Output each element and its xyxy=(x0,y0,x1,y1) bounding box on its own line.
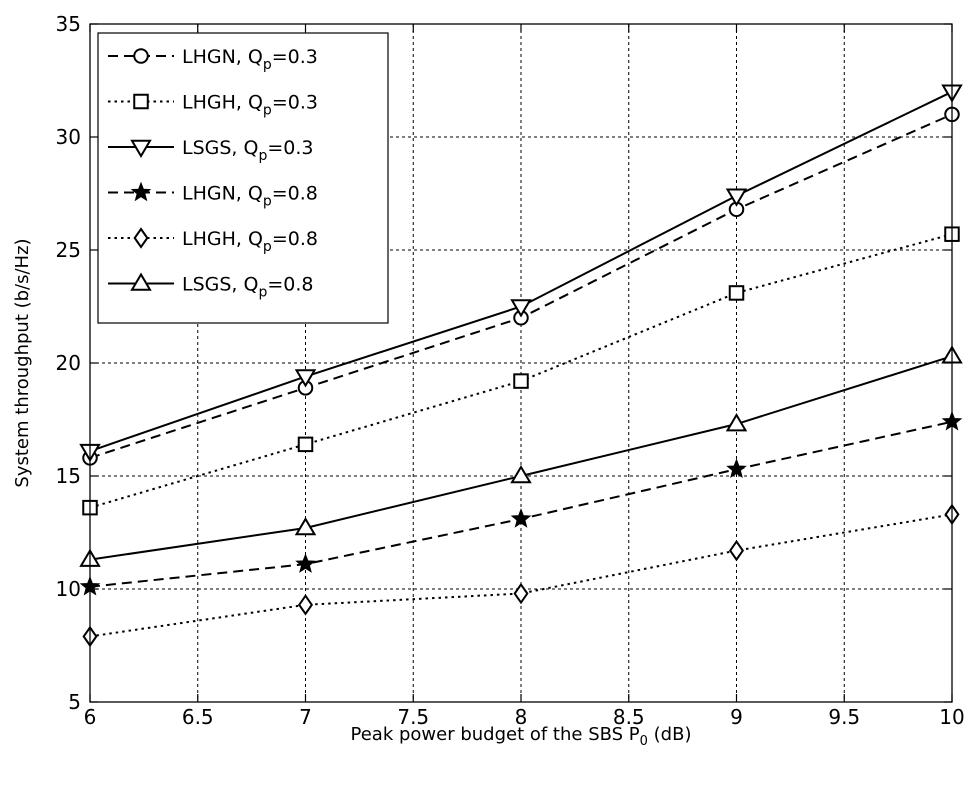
square-marker xyxy=(513,373,529,389)
triangle-down-marker xyxy=(130,139,152,158)
legend-label: LHGN, Qp=0.8 xyxy=(182,183,318,210)
diamond-marker xyxy=(728,539,745,562)
legend: LHGN, Qp=0.3 LHGH, Qp=0.3 LSGS, Qp=0.3 LHGN… xyxy=(97,32,389,324)
triangle-down-marker xyxy=(725,188,748,207)
triangle-up-marker xyxy=(510,465,532,484)
triangle-up-marker xyxy=(294,517,317,536)
x-tick-label: 9.5 xyxy=(828,705,860,729)
star-marker xyxy=(510,508,532,528)
series-line xyxy=(89,513,953,638)
y-tick-label: 5 xyxy=(68,690,81,714)
star-marker xyxy=(726,458,747,478)
triangle-down-marker xyxy=(294,369,317,388)
square-marker xyxy=(133,93,149,110)
y-tick-label: 25 xyxy=(56,238,81,262)
star-marker xyxy=(130,181,152,202)
y-tick-label: 15 xyxy=(56,464,81,488)
legend-entry: LSGS, Qp=0.8 xyxy=(108,272,314,301)
legend-label: LSGS, Qp=0.8 xyxy=(182,274,314,301)
triangle-down-marker xyxy=(510,299,532,318)
diamond-marker xyxy=(133,227,149,249)
legend-label: LHGN, Qp=0.3 xyxy=(182,46,318,73)
x-tick-label: 7.5 xyxy=(397,705,429,729)
legend-entry: LHGH, Qp=0.8 xyxy=(108,227,318,255)
y-tick-label: 20 xyxy=(56,351,81,375)
legend-entry: LHGN, Qp=0.8 xyxy=(108,181,318,210)
y-tick-label: 35 xyxy=(56,12,81,36)
legend-box xyxy=(97,32,389,324)
legend-entry: LSGS, Qp=0.3 xyxy=(108,137,314,164)
x-tick-label: 8 xyxy=(515,705,528,729)
x-tick-label: 6 xyxy=(84,705,97,729)
x-tick-label: 8.5 xyxy=(613,705,645,729)
x-axis-label: Peak power budget of the SBS P0 (dB) xyxy=(351,724,692,749)
x-tick-label: 10 xyxy=(939,705,964,729)
series-group xyxy=(79,84,963,648)
square-marker xyxy=(728,285,745,301)
x-tick-label: 9 xyxy=(730,705,743,729)
circle-marker xyxy=(133,48,149,64)
legend-label: LSGS, Qp=0.3 xyxy=(182,137,314,164)
legend-entry: LHGH, Qp=0.3 xyxy=(108,92,318,119)
square-marker xyxy=(297,436,314,453)
legend-entry: LHGN, Qp=0.3 xyxy=(108,46,318,73)
series-2 xyxy=(82,226,960,516)
y-tick-label: 30 xyxy=(56,125,81,149)
y-tick-label: 10 xyxy=(56,577,81,601)
diamond-marker xyxy=(297,594,314,616)
star-marker xyxy=(295,553,316,573)
axis-ticks: 6 6.5 7 7.5 8 8.5 9 9.5 10 5 10 15 20 25 30 35 xyxy=(56,12,965,729)
legend-label: LHGH, Qp=0.3 xyxy=(182,92,318,119)
y-axis-label: System throughput (b/s/Hz) xyxy=(12,238,33,487)
legend-label: LHGH, Qp=0.8 xyxy=(182,228,318,255)
triangle-up-marker xyxy=(130,272,152,291)
diamond-marker xyxy=(513,582,529,605)
x-tick-label: 6.5 xyxy=(182,705,214,729)
triangle-up-marker xyxy=(725,413,748,432)
x-tick-label: 7 xyxy=(299,705,312,729)
